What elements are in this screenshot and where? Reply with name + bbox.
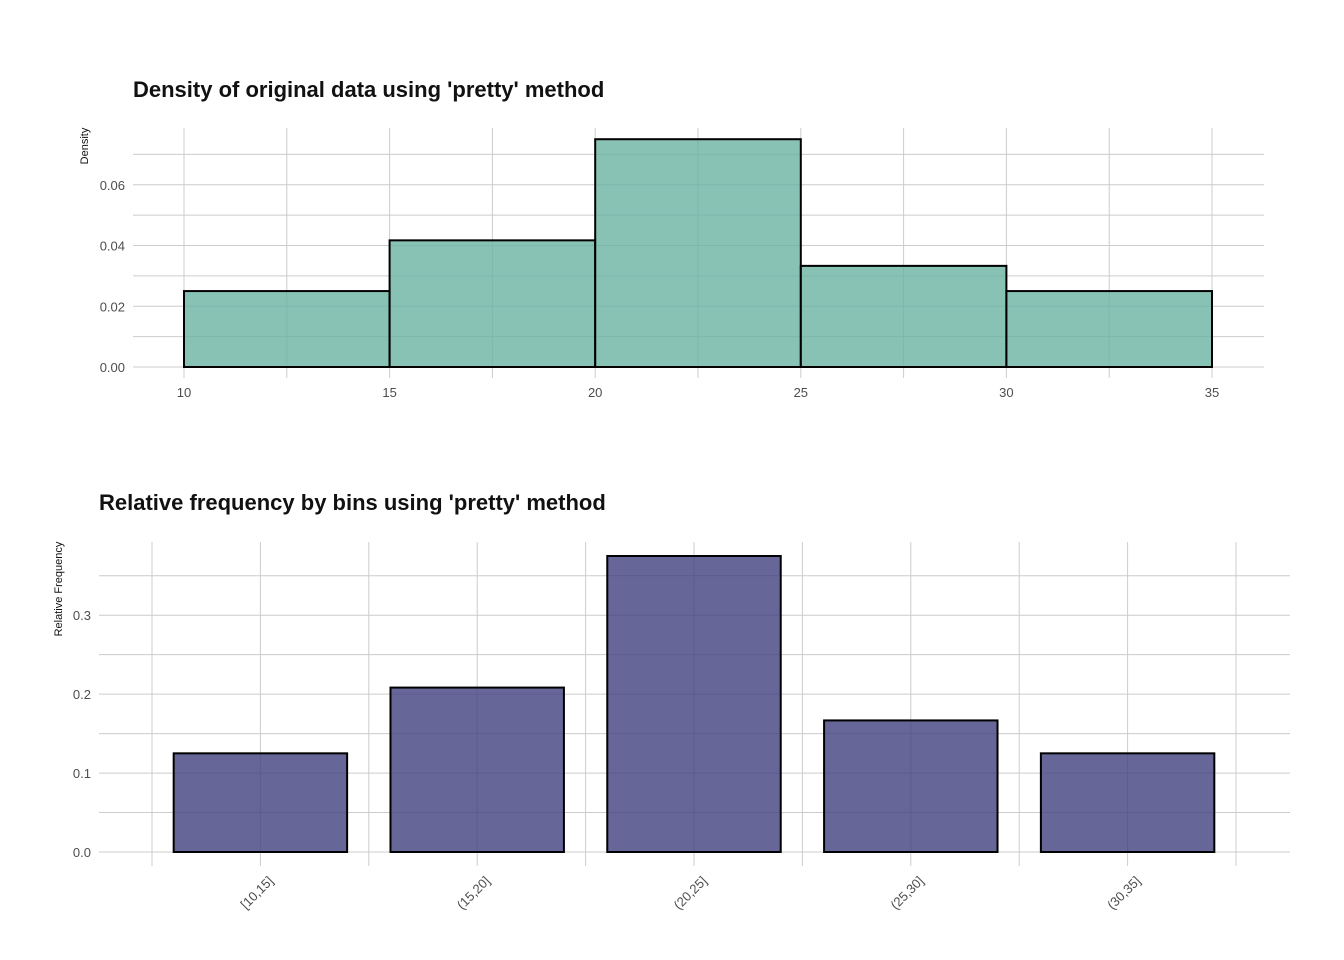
density-x-tick-label: 15 (382, 385, 396, 400)
density-x-ticks: 10 15 20 25 30 35 (177, 385, 1219, 400)
relfreq-bar (606, 555, 782, 853)
density-bar (183, 290, 391, 369)
relfreq-x-tick-label: (20,25] (671, 873, 710, 912)
density-chart-title: Density of original data using 'pretty' … (133, 77, 604, 102)
density-y-tick-label: 0.02 (100, 299, 125, 314)
relfreq-bar (823, 719, 999, 854)
density-y-tick-label: 0.04 (100, 239, 125, 254)
density-x-tick-label: 35 (1205, 385, 1219, 400)
density-x-tick-label: 10 (177, 385, 191, 400)
relfreq-y-tick-label: 0.0 (73, 845, 91, 860)
density-y-tick-label: 0.06 (100, 178, 125, 193)
relfreq-y-tick-label: 0.1 (73, 766, 91, 781)
relfreq-bar (1039, 752, 1216, 853)
relfreq-x-tick-label: [10,15] (237, 873, 276, 912)
density-bars (183, 138, 1214, 369)
relfreq-x-tick-label: (25,30] (887, 873, 926, 912)
relfreq-bar (389, 686, 565, 853)
relfreq-y-tick-label: 0.3 (73, 608, 91, 623)
relfreq-bar (172, 752, 349, 853)
relfreq-x-tick-label: (15,20] (454, 873, 493, 912)
density-x-tick-label: 25 (794, 385, 808, 400)
density-y-tick-label: 0.00 (100, 360, 125, 375)
density-histogram-panel: Density of original data using 'pretty' … (79, 77, 1264, 400)
relfreq-x-tick-label: (30,35] (1104, 873, 1143, 912)
density-x-tick-label: 30 (999, 385, 1013, 400)
density-y-ticks: 0.00 0.02 0.04 0.06 (100, 178, 125, 375)
density-bar (1005, 290, 1214, 369)
density-y-axis-title: Density (79, 127, 91, 164)
relative-frequency-panel: Relative frequency by bins using 'pretty… (53, 490, 1290, 912)
relfreq-x-ticks: [10,15] (15,20] (20,25] (25,30] (30,35] (237, 873, 1143, 912)
density-bar (388, 239, 597, 368)
density-x-tick-label: 20 (588, 385, 602, 400)
relfreq-chart-title: Relative frequency by bins using 'pretty… (99, 490, 606, 515)
relfreq-y-tick-label: 0.2 (73, 687, 91, 702)
density-bar (594, 138, 802, 368)
density-bar (799, 264, 1008, 369)
relfreq-y-ticks: 0.0 0.1 0.2 0.3 (73, 608, 91, 860)
relfreq-y-axis-title: Relative Frequency (53, 541, 65, 636)
relfreq-bars (172, 555, 1216, 854)
